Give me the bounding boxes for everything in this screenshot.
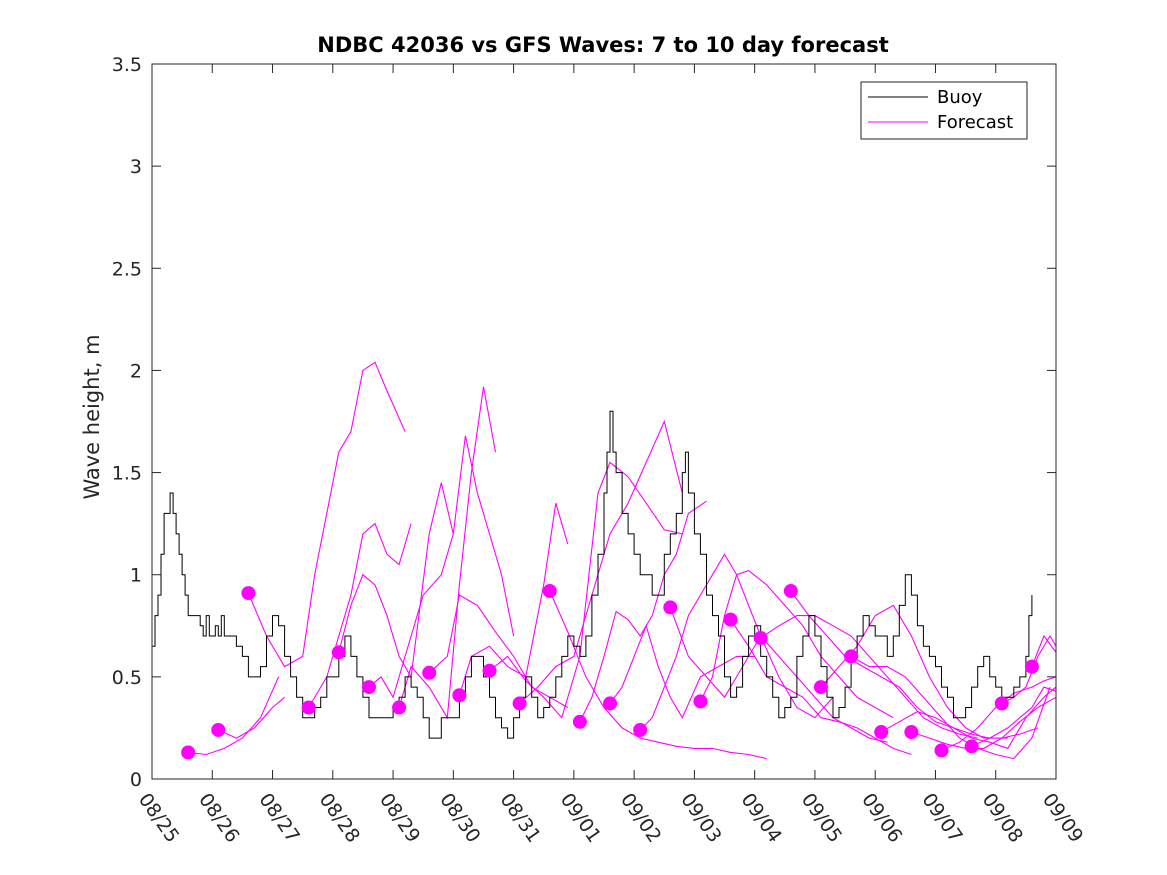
forecast-marker-18 [723,612,738,627]
forecast-marker-21 [813,680,828,695]
forecast-line-3 [247,361,406,668]
axes-box [151,63,1057,780]
legend-buoy-label: Buoy [937,87,983,108]
forecast-marker-23 [874,725,889,740]
forecast-marker-9 [452,688,467,703]
forecast-line-10 [489,461,683,719]
forecast-marker-27 [994,696,1009,711]
forecast-line-11 [519,419,683,704]
forecast-line-9 [458,503,569,696]
y-tick-label: 1 [130,565,142,587]
buoy-line [152,410,1033,739]
forecast-marker-7 [392,700,407,715]
y-tick-label: 0.5 [112,667,142,689]
forecast-marker-2 [211,722,226,737]
y-tick-label: 2.5 [112,258,142,280]
forecast-line-8 [428,594,569,708]
forecast-marker-6 [361,680,376,695]
forecast-line-5 [338,482,454,679]
forecast-marker-15 [633,722,648,737]
forecast-marker-17 [693,694,708,709]
y-tick-label: 3 [130,156,142,178]
forecast-marker-13 [572,714,587,729]
forecast-line-16 [669,607,888,743]
forecast-marker-3 [241,586,256,601]
legend: Buoy Forecast [860,81,1028,140]
forecast-line-1 [188,676,280,756]
forecast-marker-24 [904,725,919,740]
forecast-line-26 [971,686,1056,747]
forecast-line-13 [579,500,707,723]
y-tick-label: 2 [130,360,142,382]
forecast-marker-12 [542,584,557,599]
forecast-line-17 [699,569,894,719]
series-group [152,361,1056,760]
forecast-marker-4 [301,700,316,715]
forecast-marker-11 [512,696,527,711]
forecast-line-18 [730,619,912,756]
forecast-marker-28 [1024,659,1039,674]
legend-forecast-label: Forecast [937,112,1013,133]
forecast-line-7 [398,386,497,720]
forecast-line-12 [549,590,767,760]
forecast-marker-1 [181,745,196,760]
forecast-marker-10 [482,663,497,678]
forecast-marker-19 [753,631,768,646]
forecast-line-28 [1031,634,1056,667]
forecast-line-23 [880,686,1056,750]
forecast-marker-16 [663,600,678,615]
forecast-line-22 [850,655,1051,760]
chart-title: NDBC 42036 vs GFS Waves: 7 to 10 day for… [317,33,888,57]
forecast-marker-25 [934,743,949,758]
forecast-marker-20 [783,584,798,599]
forecast-marker-14 [603,696,618,711]
forecast-line-24 [911,696,1056,749]
y-tick-label: 0 [130,769,142,791]
y-axis-label: Wave height, m [80,334,104,499]
forecast-line-4 [308,522,412,708]
legend-box [860,81,1028,140]
y-tick-label: 3.5 [112,54,142,76]
forecast-line-20 [790,590,1008,739]
forecast-line-19 [760,615,978,739]
forecast-line-2 [218,696,285,739]
forecast-marker-5 [331,645,346,660]
forecast-marker-8 [422,665,437,680]
forecast-marker-26 [964,739,979,754]
forecast-line-6 [368,435,515,699]
forecast-marker-22 [844,649,859,664]
y-tick-label: 1.5 [112,463,142,485]
plot-area [152,361,1056,760]
